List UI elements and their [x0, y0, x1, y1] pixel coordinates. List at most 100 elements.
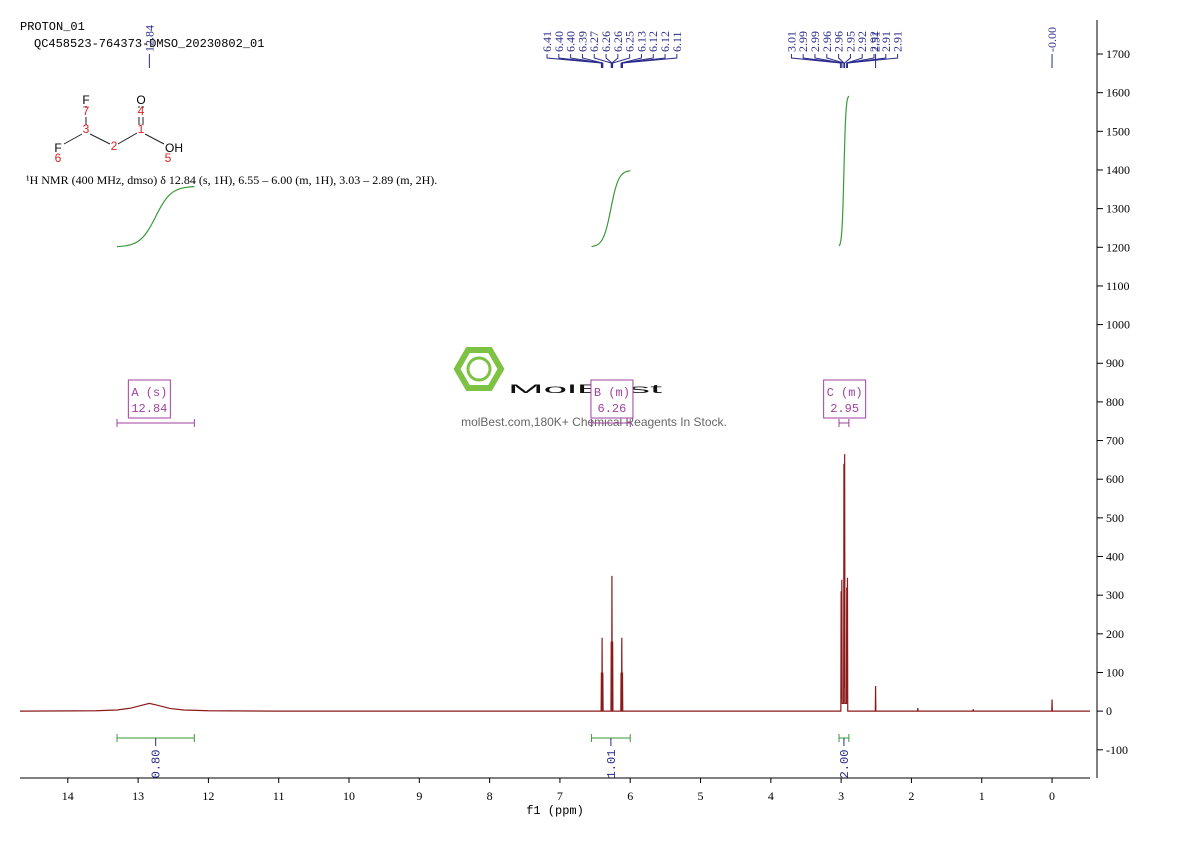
multiplet-range: [116, 419, 195, 427]
watermark-brand: MolBest: [508, 382, 664, 396]
subtitle: PROTON_01: [20, 20, 85, 34]
y-tick-label: 1100: [1106, 279, 1130, 293]
peak-label: 6.12: [658, 31, 672, 52]
peak-label: 2.96: [832, 31, 846, 52]
peak-label: 2.99: [796, 31, 810, 52]
integral-curve: [116, 186, 195, 248]
atom-number: 1: [138, 122, 145, 136]
x-tick-label: 4: [768, 789, 774, 803]
y-tick-label: 1500: [1106, 124, 1130, 138]
y-tick-label: 500: [1106, 511, 1124, 525]
multiplet-box: [823, 379, 867, 419]
peak-label: 2.92: [855, 31, 869, 52]
integral-label: 2.00: [838, 750, 852, 779]
peak-label: 2.99: [808, 31, 822, 52]
x-tick-label: 1: [979, 789, 985, 803]
peak-label: 6.39: [575, 31, 589, 52]
peak-label: 6.41: [540, 31, 554, 52]
x-tick-label: 5: [698, 789, 704, 803]
x-tick-label: 13: [132, 789, 144, 803]
peak-label: -0.00: [1045, 27, 1059, 52]
peak-leader: [570, 54, 603, 68]
structure: [63, 106, 165, 145]
x-tick-label: 14: [62, 789, 74, 803]
y-tick-label: 800: [1106, 395, 1124, 409]
x-tick-label: 7: [557, 789, 563, 803]
peak-leader: [546, 54, 602, 68]
atom-number: 4: [138, 104, 145, 118]
title: QC458523-764373-DMSO_20230802_01: [34, 37, 264, 51]
multiplet-name: A (s): [131, 386, 167, 400]
spectrum-line: [19, 454, 1090, 712]
y-tick-label: 400: [1106, 550, 1124, 564]
y-tick-label: -100: [1106, 743, 1128, 757]
peak-leader: [621, 54, 678, 68]
peak-leader: [846, 54, 875, 68]
peak-leader: [581, 54, 604, 68]
x-tick-label: 2: [908, 789, 914, 803]
peak-label: 2.92: [867, 31, 881, 52]
y-tick-label: 1600: [1106, 86, 1130, 100]
bond: [89, 133, 111, 145]
peak-leader: [790, 54, 841, 68]
multiplet-range: [838, 419, 850, 427]
integral-label: 0.80: [150, 750, 164, 779]
peak-label: 6.11: [670, 31, 684, 52]
logo-hexagon: [453, 347, 505, 391]
multiplet-name: B (m): [594, 386, 630, 400]
atom-number: 6: [55, 151, 62, 165]
multiplet-name: C (m): [827, 386, 863, 400]
peak-label: 6.25: [623, 31, 637, 52]
peak-leader: [838, 54, 845, 68]
y-tick-label: 1000: [1106, 318, 1130, 332]
structure-labels: F O F OH 7 4 3 1 2 6 5: [54, 93, 183, 165]
y-tick-label: 1700: [1106, 47, 1130, 61]
x-tick-label: 9: [416, 789, 422, 803]
peak-label: 2.91: [879, 31, 893, 52]
peak-leader: [593, 54, 612, 68]
y-tick-label: 1200: [1106, 240, 1130, 254]
y-tick-label: 300: [1106, 588, 1124, 602]
logo-ring: [466, 356, 492, 382]
bond: [63, 133, 83, 145]
peak-label: 2.51: [869, 31, 883, 52]
multiplet-shift: 12.84: [131, 402, 167, 416]
peak-leader: [621, 54, 666, 68]
peak-label: 12.84: [142, 25, 156, 52]
integral-label: 1.01: [605, 750, 619, 779]
x-tick-label: 10: [343, 789, 355, 803]
peak-label: 6.40: [552, 31, 566, 52]
x-tick-label: 6: [627, 789, 633, 803]
y-tick-label: 900: [1106, 356, 1124, 370]
atom: O: [136, 93, 145, 107]
atom-number: 7: [83, 104, 90, 118]
peak-leader: [620, 54, 642, 68]
y-tick-label: 1400: [1106, 163, 1130, 177]
atom-number: 5: [165, 151, 172, 165]
peak-leader: [611, 54, 619, 68]
integral-curve: [838, 95, 850, 247]
atom-number: 2: [111, 139, 118, 153]
bond: [144, 133, 165, 145]
peak-label: 6.26: [611, 31, 625, 52]
multiplet-shift: 2.95: [830, 402, 859, 416]
peak-label: 6.13: [634, 31, 648, 52]
peak-label: 3.01: [784, 31, 798, 52]
peak-label: 6.40: [564, 31, 578, 52]
y-tick-label: 700: [1106, 434, 1124, 448]
atom-number: 3: [83, 122, 90, 136]
x-tick-label: 3: [838, 789, 844, 803]
x-tick-label: 8: [487, 789, 493, 803]
peak-leader: [844, 54, 851, 68]
peak-leader: [846, 54, 899, 68]
multiplet-range: [591, 419, 631, 427]
atom: OH: [165, 141, 183, 155]
x-tick-label: 12: [202, 789, 214, 803]
peak-leader: [814, 54, 843, 68]
x-tick-label: 11: [273, 789, 285, 803]
y-tick-label: 1300: [1106, 202, 1130, 216]
y-tick-label: 600: [1106, 472, 1124, 486]
peak-label: 2.95: [843, 31, 857, 52]
y-tick-label: 0: [1106, 704, 1112, 718]
